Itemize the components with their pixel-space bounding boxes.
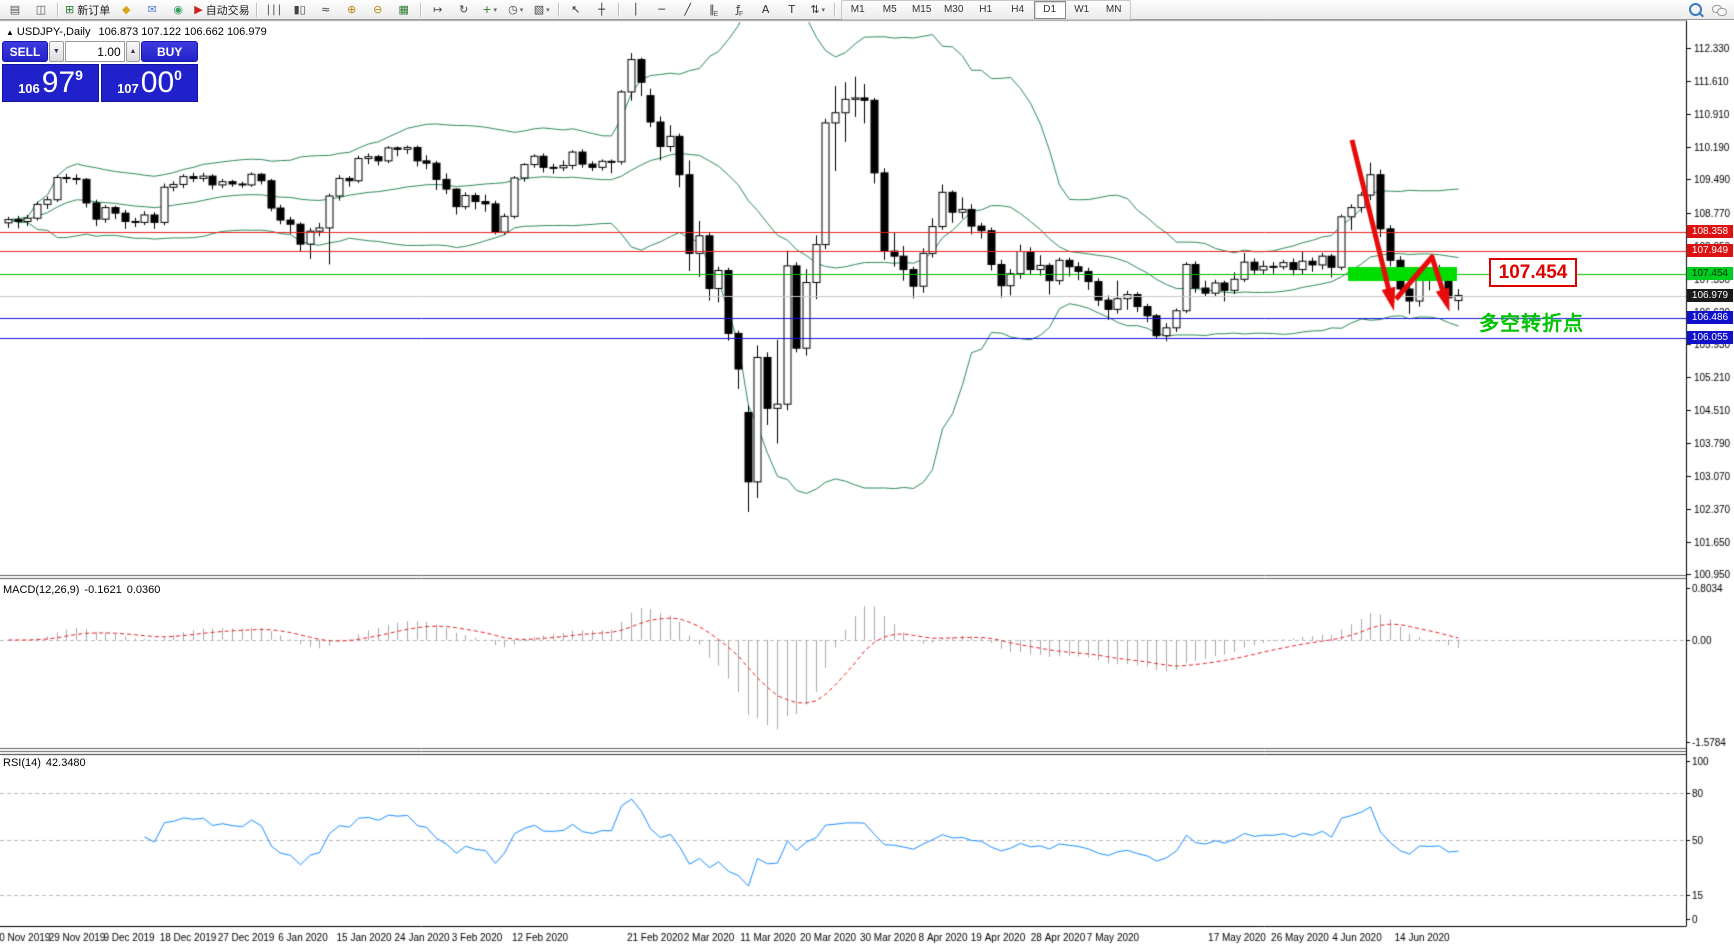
vertical-line-button[interactable]: │ — [632, 3, 639, 16]
sell-price-pips: 97 — [41, 66, 76, 99]
timeframe-button-m1[interactable]: M1 — [850, 4, 865, 15]
volume-decrease-button[interactable]: ▼ — [48, 41, 64, 62]
sell-price-box[interactable]: 106 97 9 — [2, 64, 99, 102]
indicators-button[interactable]: + ▾ — [482, 3, 498, 16]
line-chart-button[interactable]: ≈ — [321, 3, 331, 16]
mql5-community-button[interactable]: ◆ — [121, 3, 131, 16]
autotrade-button[interactable]: ▶ 自动交易 — [194, 3, 250, 17]
candlestick-chart-button[interactable]: ▮▯ — [293, 3, 306, 16]
timeframe-group: M1 M5 M15 M30 H1 H4 D1 W1 MN — [840, 0, 1131, 20]
volume-input[interactable] — [64, 41, 125, 62]
price-callout-label: 107.454 — [1489, 258, 1577, 287]
data-window-button[interactable]: ◫ — [35, 3, 47, 16]
price-line-badge: 106.979 — [1687, 289, 1733, 302]
buy-button[interactable]: BUY — [141, 41, 198, 62]
zoom-in-button[interactable]: ⊕ — [347, 3, 357, 16]
zoom-out-button[interactable]: ⊖ — [373, 3, 383, 16]
chart-shift-button[interactable]: ↦ — [433, 3, 443, 16]
price-line-badge: 108.358 — [1687, 225, 1733, 238]
new-order-button[interactable]: ⊞ 新订单 — [65, 3, 111, 17]
templates-button[interactable]: ▧ ▾ — [533, 3, 550, 16]
turning-point-text: 多空转折点 — [1479, 313, 1584, 335]
price-line-badge: 107.949 — [1687, 244, 1733, 257]
sell-price-point: 9 — [75, 67, 83, 83]
main-toolbar: ▤ ◫ ⊞ 新订单 ◆ ✉ ◉ ▶ 自动交易 ∣∣∣ ▮▯ ≈ ⊕ ⊖ ▦ ↦ ↻ + ▾ ◷ ▾ ▧ ▾ ↖ ┼ │ ─ ╱ ∥ E ƒ F… — [0, 0, 1734, 20]
search-icon[interactable] — [1689, 3, 1702, 16]
horizontal-line-button[interactable]: ─ — [658, 3, 665, 16]
price-line-badge: 106.486 — [1687, 311, 1733, 324]
text-label-button[interactable]: T — [788, 3, 796, 16]
crosshair-button[interactable]: ┼ — [598, 3, 605, 16]
timeframe-button-h4[interactable]: H4 — [1011, 4, 1025, 15]
ohlc-values: 106.873 107.122 106.662 106.979 — [98, 26, 267, 38]
macd-indicator-label: MACD(12,26,9) -0.1621 0.0360 — [3, 584, 161, 596]
trendline-button[interactable]: ╱ — [684, 3, 691, 16]
timeframe-button-w1[interactable]: W1 — [1074, 4, 1090, 15]
auto-scroll-button[interactable]: ↻ — [459, 3, 469, 16]
chat-button[interactable]: ✉ — [147, 3, 157, 16]
timeframe-button-d1[interactable]: D1 — [1033, 0, 1066, 19]
bar-chart-button[interactable]: ∣∣∣ — [265, 3, 282, 16]
volume-increase-button[interactable]: ▲ — [125, 41, 141, 62]
sell-button[interactable]: SELL — [2, 41, 48, 62]
buy-price-box[interactable]: 107 00 0 — [101, 64, 198, 102]
sell-price-bigfigure: 106 — [18, 81, 40, 96]
buy-price-point: 0 — [174, 67, 182, 83]
timeframe-button-m30[interactable]: M30 — [943, 4, 964, 15]
timeframe-button-m5[interactable]: M5 — [882, 4, 897, 15]
signal-button[interactable]: ◉ — [173, 3, 184, 16]
text-button[interactable]: A — [761, 3, 770, 16]
collapse-arrow-icon[interactable]: ▲ — [6, 28, 14, 37]
timeframe-button-h1[interactable]: H1 — [979, 4, 993, 15]
chart-quote-line: ▲ USDJPY-,Daily 106.873 107.122 106.662 10… — [6, 26, 267, 38]
periods-button[interactable]: ◷ ▾ — [508, 3, 524, 16]
symbol-period-label: USDJPY-,Daily — [16, 26, 91, 38]
price-line-badge: 107.454 — [1687, 267, 1733, 280]
cursor-button[interactable]: ↖ — [571, 3, 581, 16]
buy-price-pips: 00 — [140, 66, 175, 99]
timeframe-button-m15[interactable]: M15 — [911, 4, 932, 15]
timeframe-button-mn[interactable]: MN — [1105, 4, 1122, 15]
tile-windows-button[interactable]: ▦ — [398, 3, 409, 16]
arrows-button[interactable]: ⇅ ▾ — [810, 3, 826, 16]
buy-price-bigfigure: 107 — [117, 81, 139, 96]
price-line-badge: 106.055 — [1687, 331, 1733, 344]
rsi-indicator-label: RSI(14) 42.3480 — [3, 757, 86, 769]
chat-bubbles-icon[interactable] — [1712, 4, 1727, 16]
market-watch-button[interactable]: ▤ — [9, 3, 21, 16]
channel-button[interactable]: ∥ E — [709, 3, 719, 18]
